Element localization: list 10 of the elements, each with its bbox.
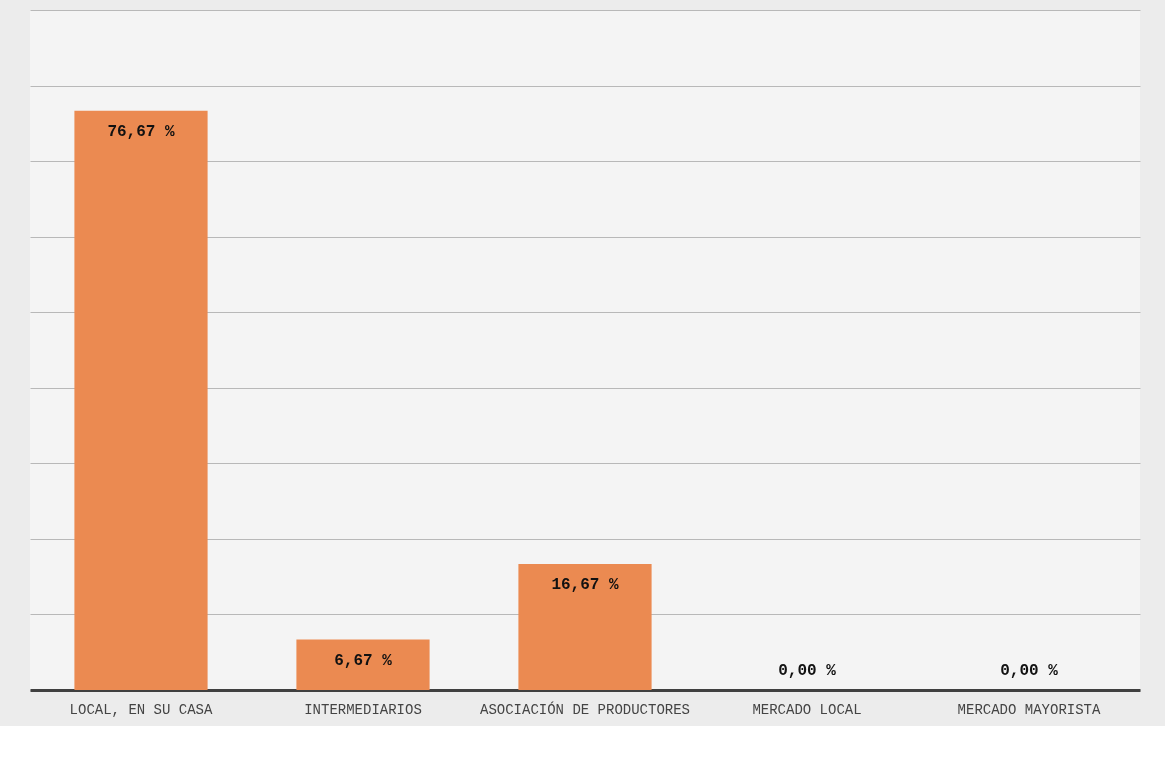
x-tick-label: MERCADO LOCAL (752, 701, 862, 718)
data-label: 16,67 % (551, 576, 619, 595)
data-label: 0,00 % (778, 662, 837, 680)
x-tick-label: ASOCIACIÓN DE PRODUCTORES (479, 700, 691, 718)
x-tick-label: MERCADO MAYORISTA (957, 701, 1102, 718)
data-label: 6,67 % (334, 651, 393, 670)
x-tick-label: INTERMEDIARIOS (304, 701, 422, 718)
x-tick-label: LOCAL, EN SU CASA (69, 701, 214, 718)
data-label: 0,00 % (1000, 662, 1059, 680)
data-label: 76,67 % (107, 122, 175, 141)
